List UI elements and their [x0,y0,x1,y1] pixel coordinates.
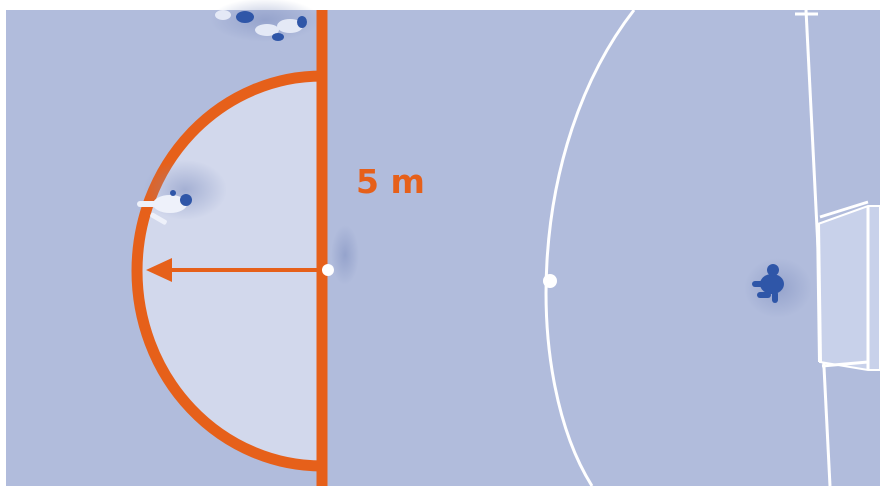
distance-label: 5 m [356,162,425,201]
penalty-area-arc [544,9,636,486]
penalty-spot [543,274,557,288]
arrow-head-icon [146,258,172,282]
restraining-zone-arc [131,70,323,472]
centre-spot [322,264,334,276]
goalkeeper [752,264,784,303]
player-group-top [215,10,307,41]
player-in-zone [137,190,192,225]
goal [816,200,880,371]
